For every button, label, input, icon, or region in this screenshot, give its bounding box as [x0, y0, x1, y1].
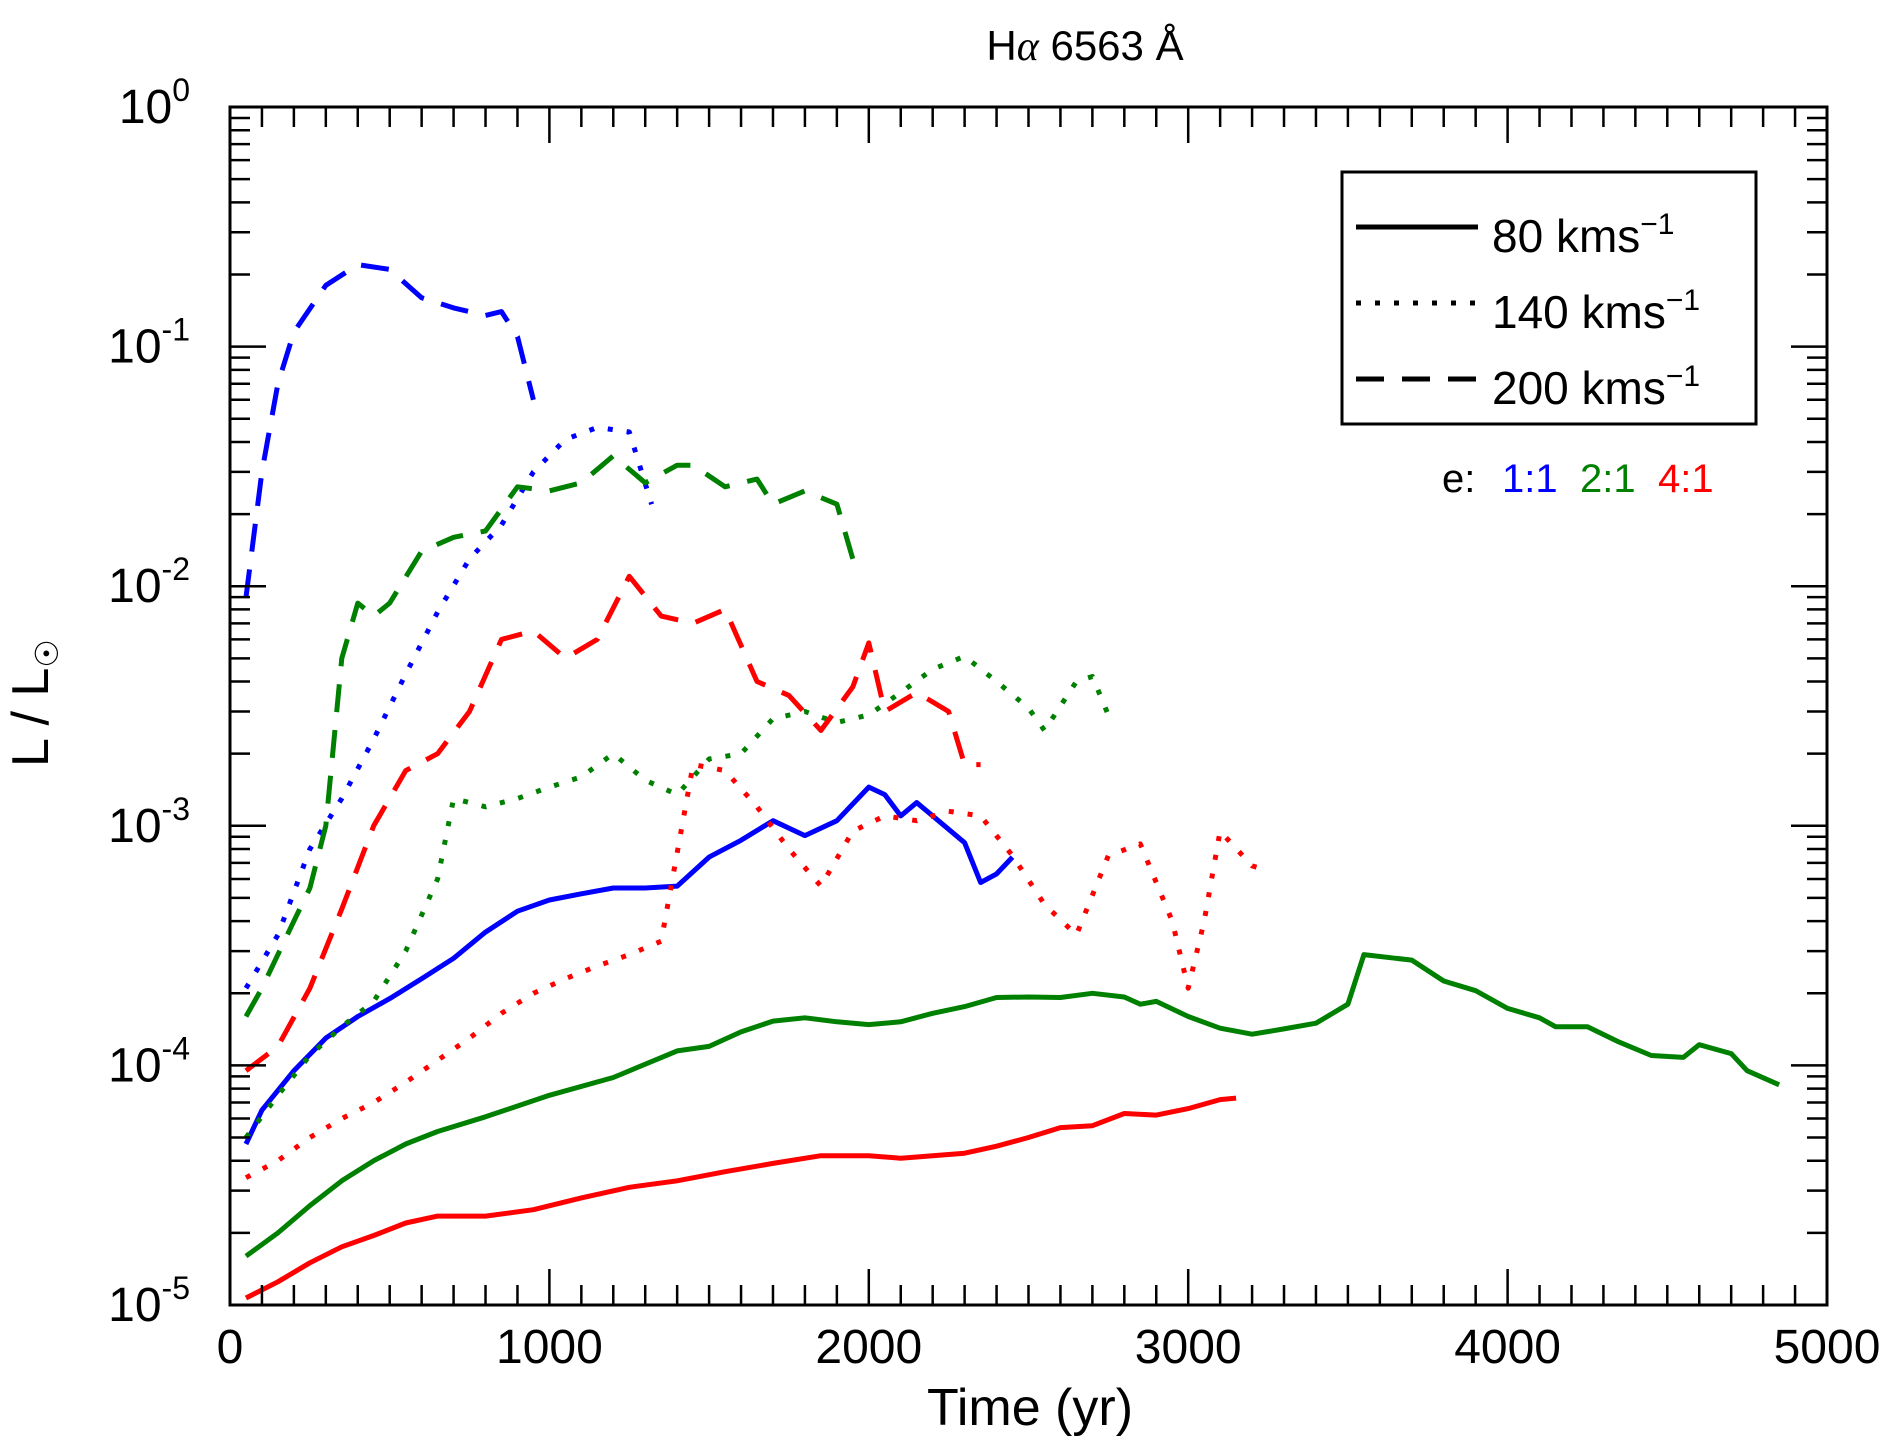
x-tick-label-5000: 5000 [1774, 1321, 1881, 1374]
series-line-solid-3 [244, 952, 1781, 1259]
legend: 80 kms−1 140 kms−1 200 kms−1 [1340, 170, 1758, 426]
y-tick-exp-4: -1 [162, 312, 190, 348]
chart-title: Hα 6563 Å [986, 22, 1183, 70]
y-tick-base-2: 10 [108, 800, 161, 853]
y-tick-base-1: 10 [108, 1039, 161, 1092]
ratio-key-1-1: 1:1 [1502, 457, 1558, 501]
y-tick-label-0: 10-5 [108, 1270, 190, 1332]
legend-box [1340, 170, 1758, 426]
x-tick-label-1000: 1000 [496, 1321, 603, 1374]
series-line-dotted-4 [244, 653, 1111, 1140]
x-tick-label-2000: 2000 [815, 1321, 922, 1374]
x-tick-label-0: 0 [217, 1321, 244, 1374]
legend-text-80: 80 kms [1492, 210, 1640, 262]
legend-sup-140: −1 [1666, 284, 1700, 317]
tick-label-layer: 0 1000 2000 3000 4000 500010-510-410-310-210-… [108, 72, 1880, 1374]
y-axis-title-main: L / L [2, 668, 60, 767]
series-line-dashed-2 [243, 262, 536, 598]
series-line-dotted-1 [243, 424, 654, 990]
ratio-key: e: 1:1 2:1 4:1 [1442, 457, 1714, 501]
y-tick-exp-1: -4 [162, 1030, 190, 1066]
chart-title-alpha: α [1017, 24, 1040, 70]
legend-text-200: 200 kms [1492, 362, 1666, 414]
legend-sup-80: −1 [1640, 208, 1674, 241]
y-tick-label-2: 10-3 [108, 791, 190, 853]
chart-title-main: H [986, 22, 1016, 69]
legend-text-140: 140 kms [1492, 286, 1666, 338]
ratio-key-2-1: 2:1 [1580, 457, 1636, 501]
series-line-dashed-8 [244, 573, 981, 1073]
y-tick-label-4: 10-1 [108, 312, 190, 374]
plot-frame [228, 105, 1829, 1307]
y-tick-label-3: 10-2 [108, 551, 190, 613]
y-tick-label-1: 10-4 [108, 1030, 190, 1092]
x-axis-title: Time (yr) [927, 1379, 1133, 1437]
y-axis-title: L / L☉ [2, 639, 65, 767]
legend-label-200: 200 kms−1 [1492, 360, 1700, 414]
y-tick-exp-2: -3 [162, 791, 190, 827]
legend-label-80: 80 kms−1 [1492, 208, 1674, 262]
series-layer [243, 262, 1781, 1301]
y-axis-title-sub: ☉ [29, 639, 65, 668]
ratio-key-4-1: 4:1 [1658, 457, 1714, 501]
series-line-dashed-5 [243, 453, 856, 1018]
y-tick-exp-5: 0 [172, 72, 190, 108]
chart-title-rest: 6563 Å [1039, 22, 1184, 69]
legend-label-140: 140 kms−1 [1492, 284, 1700, 338]
x-tick-label-4000: 4000 [1454, 1321, 1561, 1374]
y-tick-exp-3: -2 [162, 551, 190, 587]
y-tick-label-5: 100 [119, 72, 190, 134]
y-tick-base-0: 10 [108, 1279, 161, 1332]
y-tick-base-3: 10 [108, 560, 161, 613]
series-line-dotted-7 [244, 762, 1269, 1180]
y-tick-base-5: 10 [119, 81, 172, 134]
ratio-key-prefix: e: [1442, 457, 1475, 501]
series-line-solid-0 [243, 784, 1015, 1146]
y-tick-base-4: 10 [108, 321, 161, 374]
y-tick-exp-0: -5 [162, 1270, 190, 1306]
x-tick-label-3000: 3000 [1135, 1321, 1242, 1374]
series-line-solid-6 [244, 1095, 1237, 1301]
legend-sup-200: −1 [1666, 360, 1700, 393]
